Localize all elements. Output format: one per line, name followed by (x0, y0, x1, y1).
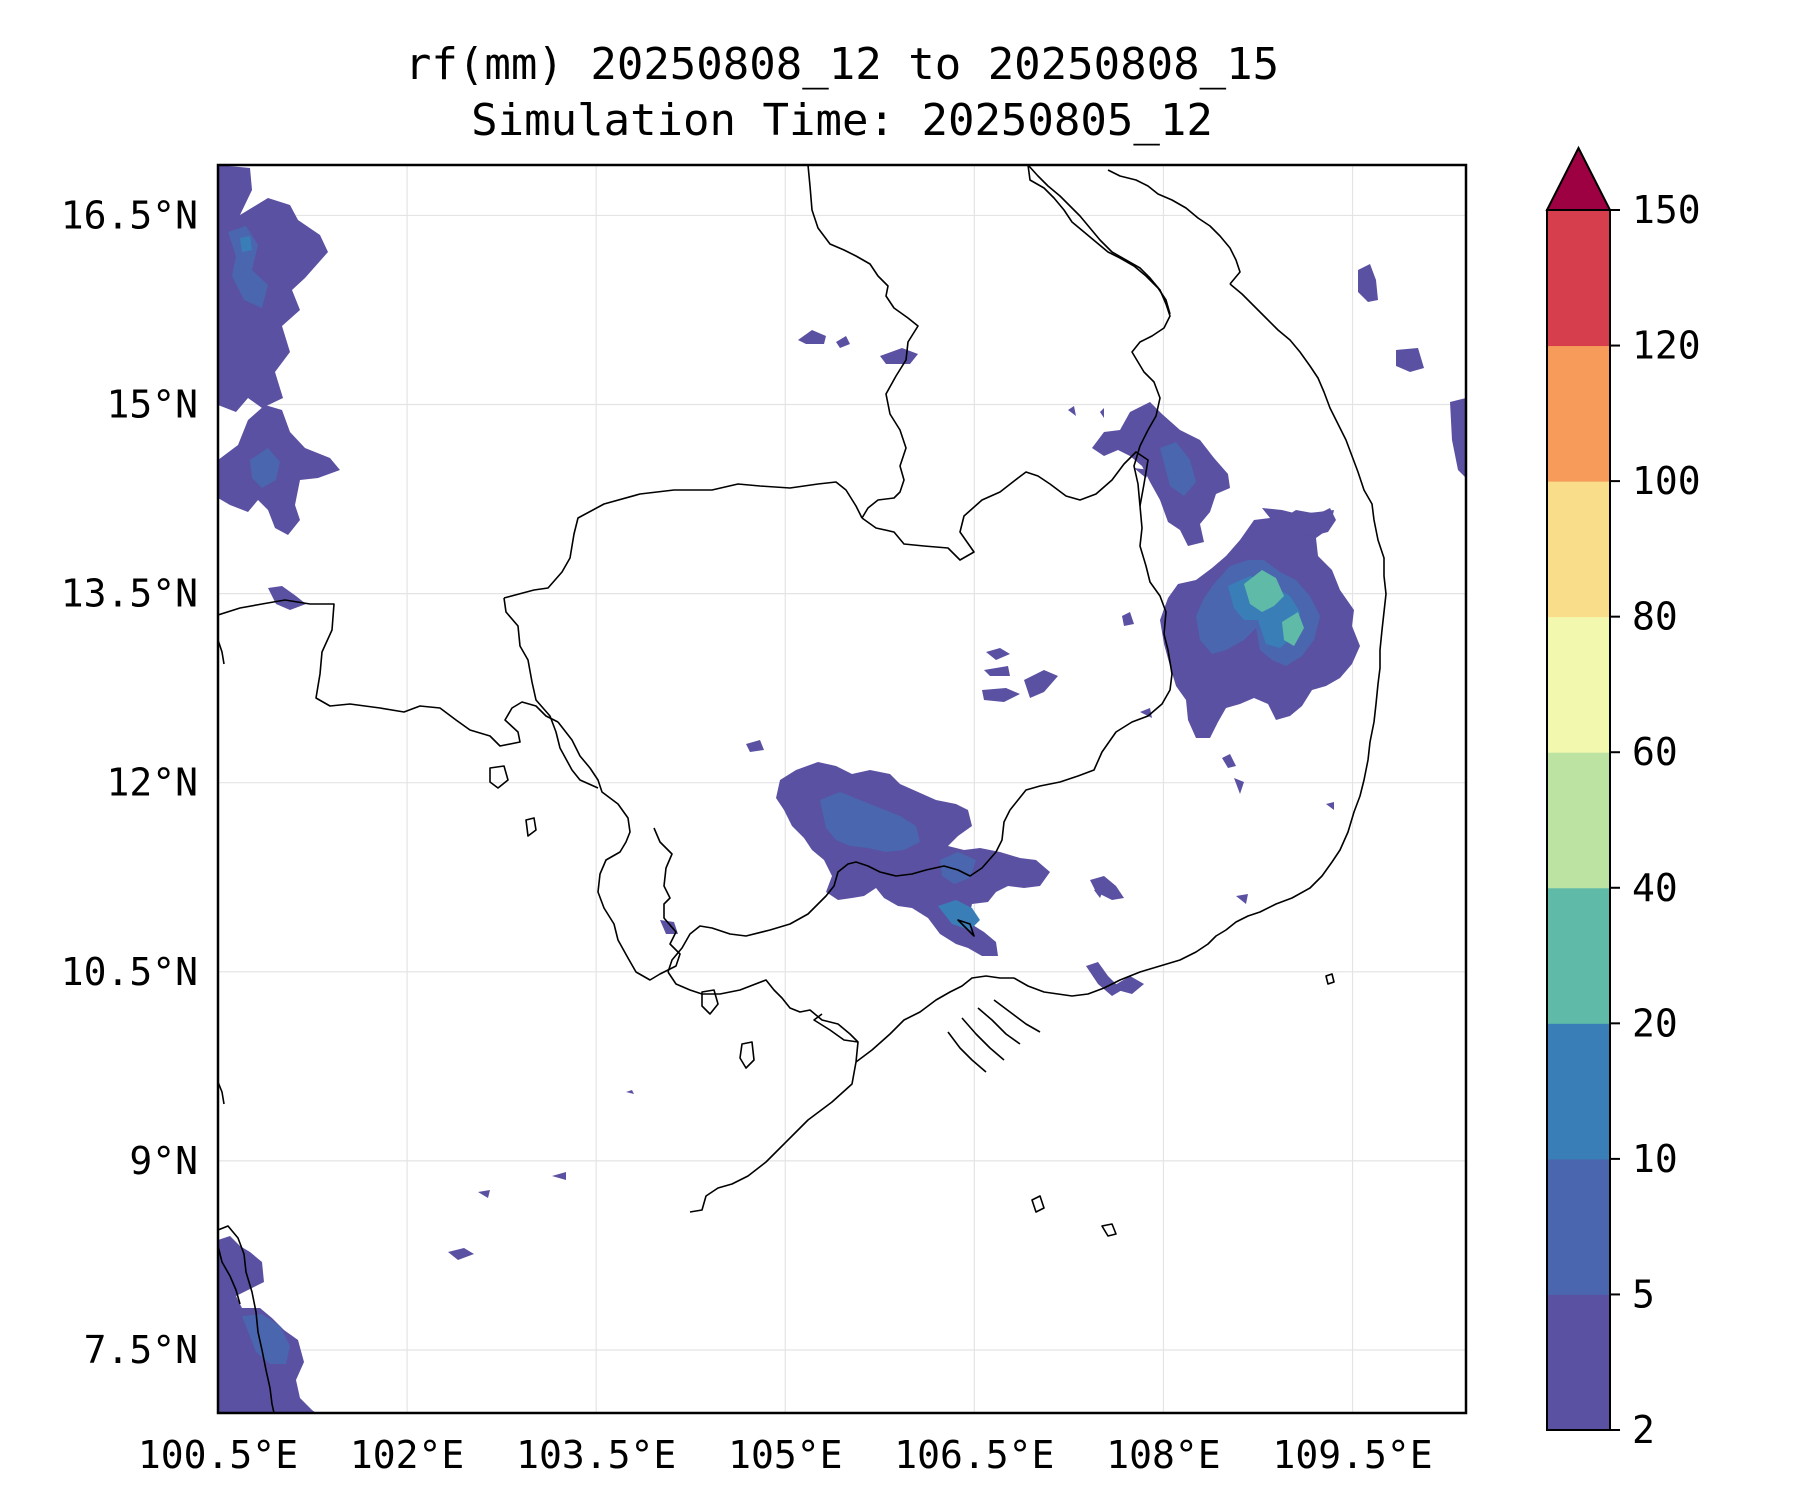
rain-area-spot-31 (552, 1172, 566, 1180)
rain-area-spot-18 (1222, 754, 1236, 768)
colorbar-tick-label: 150 (1632, 188, 1701, 232)
x-tick-label: 109.5°E (1272, 1433, 1432, 1477)
coastlines-borders (218, 165, 1387, 1413)
colorbar-segment (1547, 1158, 1610, 1295)
colorbar-segment (1547, 210, 1610, 347)
x-tick-label: 105°E (728, 1433, 842, 1477)
colorbar-tick-label: 80 (1632, 595, 1678, 639)
y-axis-tick-labels: 16.5°N 15°N 13.5°N 12°N 10.5°N 9°N 7.5°N (61, 193, 198, 1372)
rain-area-spot-2 (798, 330, 826, 344)
rain-area-south-cambodia-inner (820, 792, 976, 884)
x-axis-tick-labels: 100.5°E 102°E 103.5°E 105°E 106.5°E 108°E 109.… (138, 1433, 1433, 1477)
y-tick-label: 7.5°N (84, 1328, 198, 1372)
rain-area-spot-25 (664, 922, 672, 928)
colorbar-tick-label: 20 (1632, 1001, 1678, 1045)
rain-area-west-north-small (240, 236, 252, 252)
colorbar-tick-label: 10 (1632, 1137, 1678, 1181)
colorbar-segment (1547, 345, 1610, 482)
rain-area-spot-26 (1358, 264, 1378, 302)
x-tick-label: 108°E (1106, 1433, 1220, 1477)
rain-area-spot-11 (1094, 888, 1104, 898)
y-tick-label: 9°N (129, 1139, 198, 1183)
rain-area-spot-29 (626, 1090, 634, 1094)
chart-subtitle: Simulation Time: 20250805_12 (471, 95, 1213, 146)
rain-area-spot-14 (660, 920, 678, 934)
rain-area-west-mid-inner (250, 448, 280, 488)
rain-area-spot-6 (984, 666, 1010, 676)
colorbar-extend-arrow (1545, 145, 1612, 211)
rain-area-spot-1 (268, 586, 306, 610)
rain-area-spot-32 (448, 1248, 474, 1260)
rain-area-spot-3 (880, 348, 918, 364)
colorbar-segment (1547, 887, 1610, 1024)
rain-area-spot-9 (746, 740, 764, 752)
rain-area-spot-28 (1450, 398, 1466, 478)
colorbar-frame (1546, 209, 1611, 1431)
rain-area-spot-19 (1234, 778, 1244, 794)
y-tick-label: 15°N (106, 383, 198, 427)
rain-area-spot-30 (478, 1190, 490, 1198)
x-tick-label: 103.5°E (516, 1433, 676, 1477)
colorbar-tick-label: 60 (1632, 730, 1678, 774)
y-tick-label: 10.5°N (61, 950, 198, 994)
chart-title: rf(mm) 20250808_12 to 20250808_15 (404, 39, 1280, 90)
rain-area-spot-4 (836, 336, 850, 348)
y-tick-label: 12°N (106, 761, 198, 805)
rain-area-spot-24 (1110, 976, 1144, 994)
rain-area-spot-7 (1024, 670, 1058, 698)
rain-area-spot-12 (1116, 434, 1128, 446)
y-tick-label: 16.5°N (61, 193, 198, 237)
rain-area-spot-16 (1122, 612, 1134, 626)
rain-area-highlands-cap (1280, 508, 1336, 536)
colorbar: 2 5 10 20 40 60 80 100 120 150 (1545, 145, 1701, 1452)
rain-area-southwest-inner (242, 1314, 290, 1364)
rain-area-south-cambodia-core (938, 900, 980, 930)
rain-area-east-north-inner (1160, 442, 1196, 496)
rain-area-spot-22 (1068, 406, 1076, 416)
rain-area-east-north (1092, 402, 1230, 546)
colorbar-segment (1547, 481, 1610, 618)
colorbar-segment (1547, 1023, 1610, 1160)
rain-area-spot-23 (1100, 408, 1104, 418)
x-tick-label: 102°E (350, 1433, 464, 1477)
rain-area-spot-8 (982, 688, 1020, 702)
y-tick-label: 13.5°N (61, 572, 198, 616)
x-tick-label: 100.5°E (138, 1433, 298, 1477)
colorbar-tick-label: 2 (1632, 1408, 1655, 1452)
colorbar-segment (1547, 616, 1610, 753)
rain-area-highlands-peak (1244, 570, 1304, 646)
x-tick-label: 106.5°E (894, 1433, 1054, 1477)
rain-area-spot-10 (1090, 876, 1124, 900)
colorbar-tick-label: 40 (1632, 866, 1678, 910)
rain-area-spot-21 (1326, 802, 1334, 810)
rain-area-spot-5 (986, 648, 1010, 660)
colorbar-segment (1547, 752, 1610, 889)
rain-area-west-north-inner (228, 226, 268, 308)
rain-area-spot-20 (1236, 894, 1248, 904)
colorbar-tick-label: 5 (1632, 1272, 1655, 1316)
rain-area-west-mid (218, 405, 340, 535)
colorbar-tick-label: 120 (1632, 324, 1701, 368)
rain-area-spot-27 (1396, 348, 1424, 372)
colorbar-tick-label: 100 (1632, 459, 1701, 503)
colorbar-segment (1547, 1294, 1610, 1431)
precipitation-layer (218, 165, 1466, 1413)
plot-frame (216, 163, 1468, 1415)
